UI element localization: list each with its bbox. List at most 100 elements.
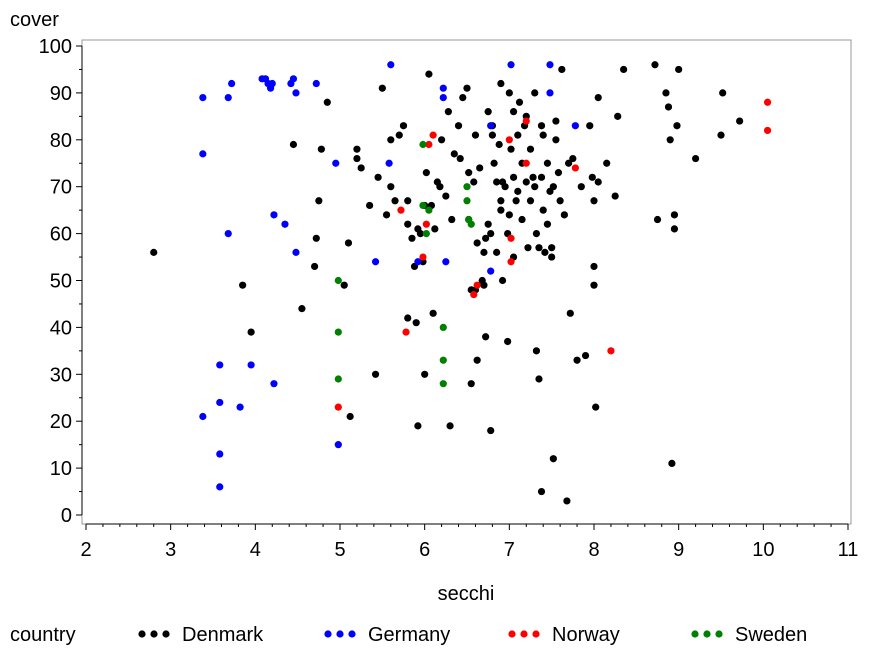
data-point bbox=[607, 347, 615, 355]
data-point bbox=[399, 122, 408, 130]
data-point bbox=[505, 89, 513, 97]
data-point bbox=[514, 131, 522, 139]
data-point bbox=[371, 258, 380, 266]
data-point bbox=[473, 356, 481, 364]
data-point bbox=[522, 159, 530, 167]
data-point bbox=[353, 154, 361, 163]
y-tick-label: 80 bbox=[50, 130, 72, 152]
y-tick-label: 0 bbox=[61, 505, 72, 527]
data-point bbox=[668, 459, 676, 468]
data-point bbox=[346, 412, 354, 421]
data-point bbox=[429, 131, 437, 139]
data-point bbox=[493, 178, 501, 186]
x-tick-label: 11 bbox=[838, 539, 859, 561]
data-point bbox=[439, 380, 447, 388]
data-point bbox=[577, 183, 585, 191]
data-point bbox=[414, 258, 422, 266]
data-point bbox=[670, 225, 679, 233]
legend: country Denmark Germany Norway Sweden bbox=[10, 624, 807, 646]
data-point bbox=[419, 140, 427, 149]
legend-marker bbox=[520, 630, 528, 638]
data-point bbox=[199, 412, 207, 421]
data-point bbox=[509, 108, 518, 116]
data-point bbox=[292, 248, 300, 256]
data-point bbox=[563, 497, 571, 505]
data-point bbox=[594, 178, 602, 186]
data-point bbox=[199, 150, 207, 158]
data-point bbox=[539, 206, 547, 214]
data-point bbox=[487, 122, 495, 130]
data-point bbox=[543, 220, 552, 228]
legend-label: Sweden bbox=[735, 624, 807, 646]
data-point bbox=[412, 319, 420, 327]
data-point bbox=[719, 89, 727, 97]
data-point bbox=[281, 220, 289, 228]
data-point bbox=[763, 98, 772, 106]
data-point bbox=[620, 65, 628, 74]
data-point bbox=[590, 262, 598, 271]
data-point bbox=[571, 164, 579, 172]
data-point bbox=[395, 131, 403, 139]
data-point bbox=[289, 75, 298, 83]
data-point bbox=[446, 422, 454, 430]
data-point bbox=[236, 403, 244, 411]
data-point bbox=[529, 173, 537, 181]
data-point bbox=[323, 98, 331, 106]
data-point bbox=[429, 309, 437, 317]
data-point bbox=[588, 173, 596, 181]
data-point bbox=[298, 305, 306, 313]
data-point bbox=[522, 178, 530, 186]
data-point bbox=[438, 136, 446, 144]
data-point bbox=[537, 122, 546, 130]
data-point bbox=[512, 197, 520, 205]
data-point bbox=[488, 131, 496, 139]
data-point bbox=[514, 187, 522, 195]
y-tick-label: 100 bbox=[39, 36, 72, 58]
data-point bbox=[509, 173, 518, 181]
data-point bbox=[590, 197, 598, 205]
legend-marker bbox=[715, 630, 723, 638]
data-point bbox=[425, 70, 433, 78]
data-point bbox=[611, 192, 619, 200]
data-point bbox=[473, 239, 481, 247]
x-tick-label: 6 bbox=[419, 539, 430, 561]
data-point bbox=[548, 244, 556, 252]
data-point bbox=[546, 89, 554, 97]
data-point bbox=[216, 483, 224, 491]
data-point bbox=[436, 183, 444, 191]
data-point bbox=[535, 244, 543, 252]
data-point bbox=[387, 61, 395, 69]
data-point bbox=[549, 455, 557, 463]
data-point bbox=[402, 328, 410, 336]
data-point bbox=[456, 154, 464, 163]
data-point bbox=[387, 183, 395, 191]
data-point bbox=[419, 253, 427, 261]
data-point bbox=[334, 375, 342, 383]
legend-marker bbox=[703, 630, 711, 638]
data-point bbox=[487, 230, 495, 238]
data-point bbox=[670, 211, 679, 219]
data-point bbox=[692, 154, 700, 163]
data-point bbox=[334, 328, 342, 336]
data-point bbox=[270, 211, 278, 219]
data-point bbox=[374, 173, 382, 181]
data-point bbox=[404, 197, 412, 205]
data-point bbox=[467, 380, 475, 388]
data-point bbox=[497, 206, 505, 214]
data-point bbox=[247, 328, 255, 336]
data-point bbox=[566, 309, 574, 317]
data-point bbox=[603, 159, 611, 167]
data-point bbox=[556, 197, 564, 205]
data-point bbox=[560, 211, 568, 219]
data-point bbox=[334, 403, 342, 411]
x-tick-label: 3 bbox=[165, 539, 176, 561]
data-point bbox=[531, 183, 539, 191]
data-point bbox=[422, 220, 430, 228]
data-point bbox=[552, 136, 560, 144]
data-point bbox=[571, 122, 579, 130]
data-point bbox=[507, 145, 515, 153]
data-point bbox=[662, 89, 670, 97]
data-point bbox=[463, 84, 471, 92]
data-point bbox=[454, 122, 463, 130]
data-point bbox=[340, 281, 348, 289]
